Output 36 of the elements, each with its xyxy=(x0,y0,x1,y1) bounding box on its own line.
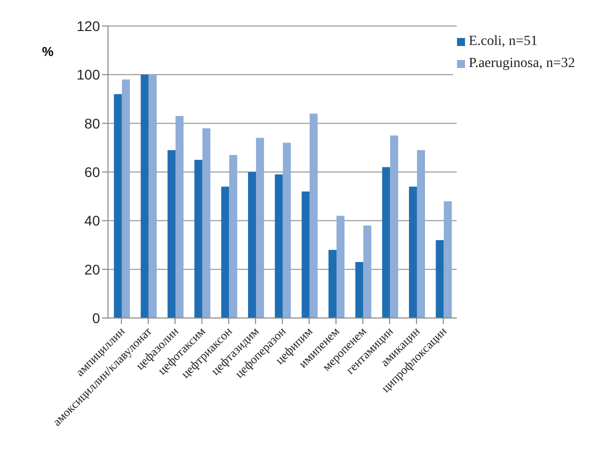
y-tick-label: 0 xyxy=(92,310,100,326)
bar xyxy=(355,262,364,318)
y-tick-label: 20 xyxy=(84,261,100,278)
bar xyxy=(140,74,149,318)
y-axis-title: % xyxy=(42,44,54,59)
y-tick-label: 60 xyxy=(84,164,100,180)
bar xyxy=(221,186,230,318)
bar xyxy=(202,128,210,318)
y-tick-label: 40 xyxy=(84,212,100,229)
bar xyxy=(408,186,417,318)
bar xyxy=(176,116,184,318)
y-tick-label: 80 xyxy=(84,115,100,132)
bar xyxy=(122,80,130,318)
bar xyxy=(310,114,318,318)
bar xyxy=(444,201,452,318)
y-tick-label: 120 xyxy=(76,18,100,34)
bar xyxy=(256,138,264,318)
bar xyxy=(274,174,283,318)
bar xyxy=(282,142,291,318)
bar xyxy=(194,160,202,318)
bar xyxy=(363,226,372,318)
bar xyxy=(390,136,398,318)
bar xyxy=(416,150,425,318)
bar xyxy=(302,191,310,318)
bar xyxy=(168,150,176,318)
y-tick-label: 100 xyxy=(76,66,100,83)
legend-label: E.coli, n=51 xyxy=(468,34,538,50)
bar xyxy=(382,167,390,318)
bar xyxy=(229,154,238,318)
bar xyxy=(114,94,122,318)
bar xyxy=(248,172,256,318)
bar xyxy=(436,240,444,318)
bar xyxy=(336,216,344,318)
bar xyxy=(328,250,336,318)
bar xyxy=(148,74,157,318)
legend-label: P.aeruginosa, n=32 xyxy=(468,56,575,72)
